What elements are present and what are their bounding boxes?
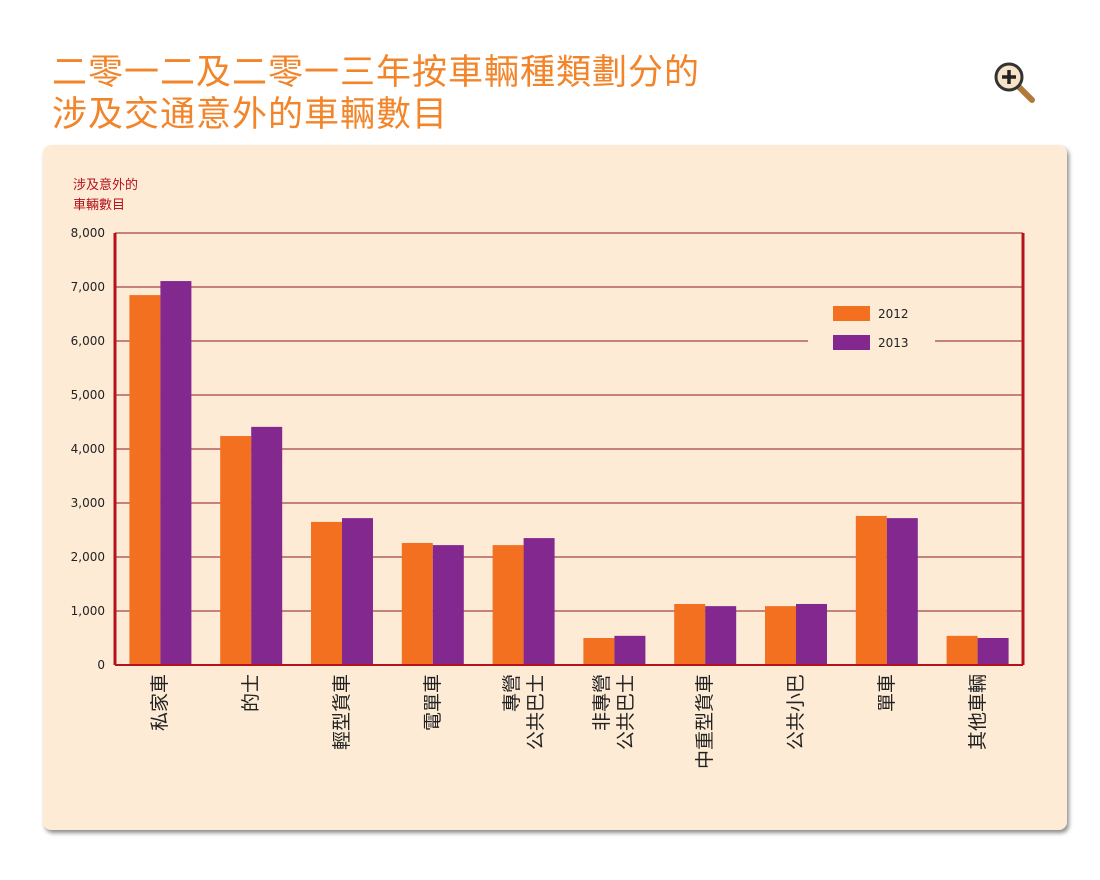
x-tick-label-line: 中重型貨車 xyxy=(694,674,717,770)
y-tick-label: 6,000 xyxy=(71,334,105,348)
x-tick-label: 輕型貨車 xyxy=(330,674,354,804)
bar-2013 xyxy=(705,606,737,665)
legend-swatch-2013 xyxy=(833,335,870,350)
bar-2012 xyxy=(674,603,706,665)
magnifier-plus-icon[interactable] xyxy=(992,60,1038,106)
bar-2012 xyxy=(492,545,524,665)
bar-2012 xyxy=(765,606,796,665)
y-axis-label-line-1: 涉及意外的 xyxy=(73,178,139,193)
x-tick-label-line: 私家車 xyxy=(149,674,172,732)
x-tick-label: 電單車 xyxy=(421,674,445,804)
bar-2012 xyxy=(401,542,433,665)
x-tick-label: 私家車 xyxy=(148,674,172,804)
x-tick-label-line: 專營 xyxy=(500,674,523,713)
y-axis-label: 涉及意外的 車輛數目 xyxy=(73,176,138,216)
x-tick-label-line: 公共巴士 xyxy=(524,674,547,751)
bar-2013 xyxy=(977,638,1009,665)
y-tick-label: 5,000 xyxy=(71,388,105,402)
x-tick-label-line: 單車 xyxy=(875,674,898,713)
legend-label-2012: 2012 xyxy=(878,307,909,321)
x-tick-label: 單車 xyxy=(875,674,899,804)
y-tick-label: 1,000 xyxy=(71,604,105,618)
x-tick-label-line: 公共巴士 xyxy=(615,674,638,751)
bar-2013 xyxy=(614,635,646,665)
bar-2013 xyxy=(160,281,192,665)
x-tick-label: 非專營 公共巴士 xyxy=(590,674,638,804)
y-tick-label: 7,000 xyxy=(71,280,105,294)
bar-2013 xyxy=(251,426,283,665)
x-tick-label-line: 其他車輛 xyxy=(966,674,989,751)
x-tick-label: 公共小巴 xyxy=(784,674,808,804)
x-tick-label-line: 的士 xyxy=(240,674,263,713)
y-tick-label: 4,000 xyxy=(71,442,105,456)
bar-2013 xyxy=(523,538,555,665)
bar-2013 xyxy=(342,518,373,665)
bar-2012 xyxy=(311,521,342,665)
y-tick-label: 0 xyxy=(97,658,105,672)
legend-swatch-2012 xyxy=(833,306,870,321)
bar-2012 xyxy=(220,436,252,665)
page-title: 二零一二及二零一三年按車輛種類劃分的 涉及交通意外的車輛數目 xyxy=(52,52,700,136)
x-tick-label-line: 電單車 xyxy=(421,674,444,732)
x-tick-label-line: 非專營 xyxy=(591,674,614,732)
x-tick-label: 專營 公共巴士 xyxy=(500,674,548,804)
legend-background xyxy=(808,298,935,358)
bar-2013 xyxy=(432,545,464,665)
y-tick-label: 2,000 xyxy=(71,550,105,564)
bar-2013 xyxy=(886,518,918,665)
x-tick-label-line: 公共小巴 xyxy=(785,674,807,751)
bar-2012 xyxy=(129,295,161,665)
y-tick-label: 8,000 xyxy=(71,226,105,240)
x-tick-label: 的士 xyxy=(239,674,263,804)
bar-2012 xyxy=(583,638,615,665)
x-tick-label: 其他車輛 xyxy=(966,674,990,804)
y-tick-label: 3,000 xyxy=(71,496,105,510)
title-line-1: 二零一二及二零一三年按車輛種類劃分的 xyxy=(52,53,701,93)
chart-panel xyxy=(43,145,1067,830)
title-line-2: 涉及交通意外的車輛數目 xyxy=(52,95,449,135)
bar-2012 xyxy=(946,635,978,665)
bar-2013 xyxy=(796,603,827,665)
y-axis-label-line-2: 車輛數目 xyxy=(73,198,126,213)
x-tick-label: 中重型貨車 xyxy=(693,674,717,804)
x-tick-label-line: 輕型貨車 xyxy=(331,674,353,751)
legend-label-2013: 2013 xyxy=(878,336,909,350)
bar-2012 xyxy=(855,515,887,665)
